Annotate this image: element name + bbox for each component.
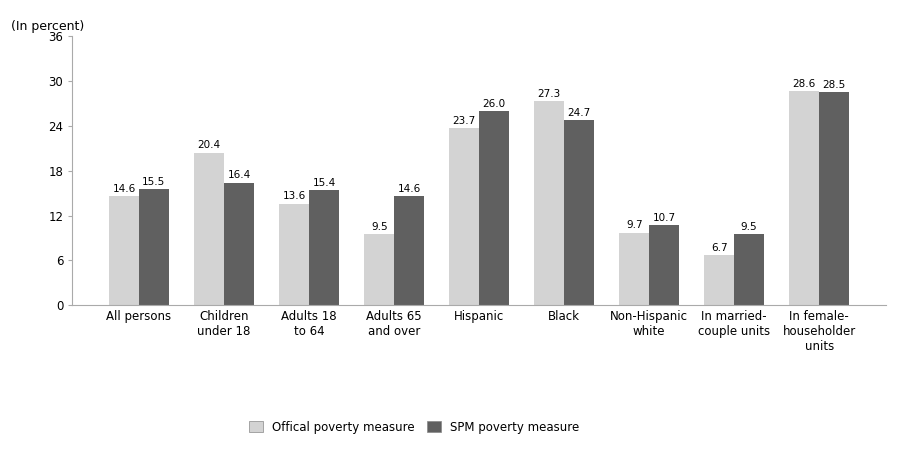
Bar — [224, 183, 254, 305]
Bar — [109, 196, 139, 305]
Bar — [364, 234, 394, 305]
Text: 27.3: 27.3 — [537, 89, 560, 99]
Text: 10.7: 10.7 — [652, 213, 675, 223]
Bar — [733, 234, 763, 305]
Bar — [309, 190, 339, 305]
Text: 15.4: 15.4 — [312, 178, 335, 188]
Bar — [619, 233, 648, 305]
Text: 20.4: 20.4 — [198, 141, 220, 150]
Text: 6.7: 6.7 — [710, 243, 727, 253]
Bar — [703, 255, 733, 305]
Text: 26.0: 26.0 — [482, 98, 505, 109]
Text: 16.4: 16.4 — [227, 170, 250, 180]
Text: 28.5: 28.5 — [822, 80, 844, 90]
Text: 15.5: 15.5 — [142, 177, 165, 187]
Text: 13.6: 13.6 — [283, 191, 305, 201]
Text: 23.7: 23.7 — [452, 116, 475, 126]
Bar — [534, 101, 563, 305]
Bar — [139, 189, 169, 305]
Bar — [279, 203, 309, 305]
Bar — [648, 225, 678, 305]
Text: 9.5: 9.5 — [740, 222, 757, 232]
Bar — [788, 91, 818, 305]
Bar — [479, 111, 508, 305]
Text: 9.5: 9.5 — [370, 222, 387, 232]
Text: 14.6: 14.6 — [397, 184, 420, 194]
Bar — [194, 153, 224, 305]
Bar — [818, 92, 848, 305]
Text: 9.7: 9.7 — [625, 220, 642, 230]
Text: 28.6: 28.6 — [792, 79, 815, 89]
Legend: Offical poverty measure, SPM poverty measure: Offical poverty measure, SPM poverty mea… — [242, 415, 585, 440]
Bar — [394, 196, 424, 305]
Bar — [449, 128, 479, 305]
Text: 14.6: 14.6 — [113, 184, 135, 194]
Text: (In percent): (In percent) — [12, 20, 85, 33]
Text: 24.7: 24.7 — [567, 108, 590, 118]
Bar — [563, 120, 593, 305]
